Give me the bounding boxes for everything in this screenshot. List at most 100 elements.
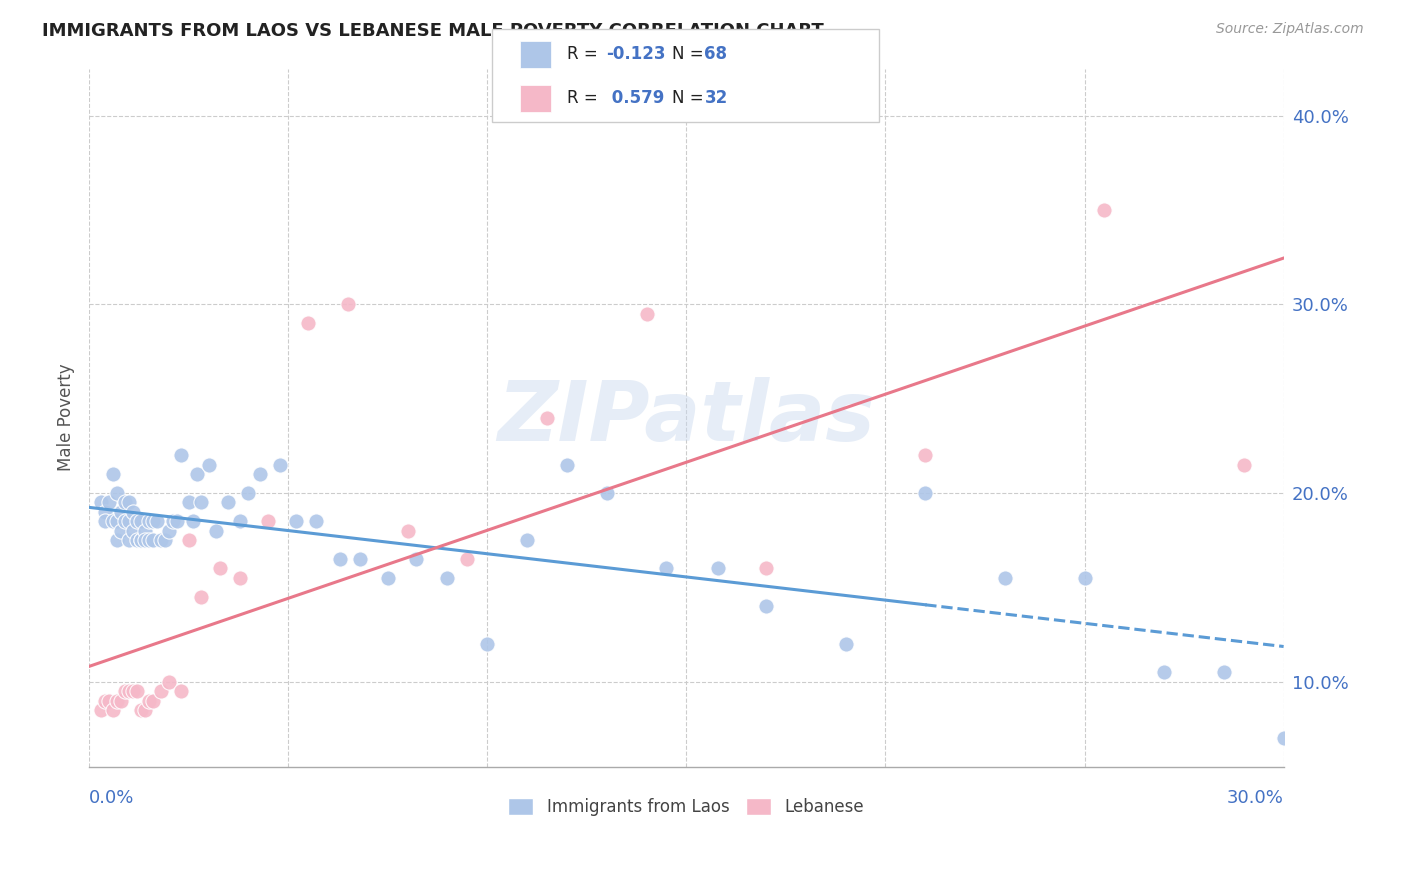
Point (1212, 665, 1234, 680)
Point (90, 495, 112, 509)
Point (396, 524, 419, 538)
Point (138, 514, 160, 528)
Point (269, 458, 291, 472)
Point (257, 514, 280, 528)
Point (305, 514, 328, 528)
Point (105, 514, 128, 528)
Point (217, 495, 239, 509)
Point (94, 505, 117, 519)
Point (555, 458, 578, 472)
Point (157, 524, 180, 538)
Point (181, 514, 204, 528)
Point (596, 486, 619, 500)
Point (377, 571, 399, 585)
Point (129, 514, 152, 528)
Text: Source: ZipAtlas.com: Source: ZipAtlas.com (1216, 22, 1364, 37)
Point (238, 486, 260, 500)
Point (129, 703, 152, 717)
Point (125, 533, 148, 548)
Point (177, 495, 200, 509)
Point (101, 467, 124, 482)
Point (105, 693, 128, 707)
Point (110, 505, 132, 519)
Point (122, 684, 145, 698)
Point (1272, 731, 1295, 746)
Point (118, 495, 141, 509)
Point (1233, 458, 1256, 472)
Text: 68: 68 (704, 45, 727, 63)
Point (125, 684, 148, 698)
Point (477, 637, 499, 651)
Point (229, 514, 252, 528)
Point (166, 514, 188, 528)
Point (134, 703, 156, 717)
Point (118, 533, 141, 548)
Point (169, 684, 191, 698)
Text: 32: 32 (704, 89, 728, 107)
Point (186, 467, 208, 482)
Point (98, 495, 121, 509)
Point (114, 495, 136, 509)
Point (122, 505, 145, 519)
Point (285, 514, 308, 528)
Text: R =: R = (567, 45, 603, 63)
Point (149, 684, 172, 698)
Legend: Immigrants from Laos, Lebanese: Immigrants from Laos, Lebanese (501, 789, 873, 824)
Point (105, 533, 128, 548)
Point (197, 458, 219, 472)
Point (149, 533, 172, 548)
Point (162, 514, 184, 528)
Point (138, 533, 160, 548)
Point (914, 448, 936, 462)
Point (94, 514, 117, 528)
Point (142, 514, 165, 528)
Point (118, 514, 141, 528)
Text: -0.123: -0.123 (606, 45, 665, 63)
Point (994, 571, 1017, 585)
Point (101, 703, 124, 717)
Point (755, 561, 778, 575)
Point (153, 533, 176, 548)
Point (834, 637, 856, 651)
Point (134, 533, 156, 548)
Point (110, 524, 132, 538)
Point (169, 448, 191, 462)
Point (134, 524, 156, 538)
Point (129, 533, 152, 548)
Point (436, 571, 458, 585)
Point (456, 552, 478, 566)
Point (98, 693, 121, 707)
Point (707, 561, 730, 575)
Point (114, 684, 136, 698)
Point (105, 486, 128, 500)
Point (125, 514, 148, 528)
Point (1153, 665, 1175, 680)
Point (110, 693, 132, 707)
Point (209, 561, 232, 575)
Point (101, 514, 124, 528)
Point (1094, 202, 1116, 217)
Point (536, 410, 558, 425)
Point (114, 514, 136, 528)
Point (229, 571, 252, 585)
Point (349, 552, 371, 566)
Point (655, 561, 678, 575)
Point (205, 524, 228, 538)
Text: ZIPatlas: ZIPatlas (498, 377, 876, 458)
Point (190, 590, 212, 604)
Point (129, 533, 152, 548)
Point (249, 467, 271, 482)
Point (177, 533, 200, 548)
Point (122, 524, 145, 538)
Text: 0.0%: 0.0% (89, 789, 135, 807)
Point (145, 514, 167, 528)
Text: 30.0%: 30.0% (1227, 789, 1284, 807)
Point (914, 486, 936, 500)
Point (142, 693, 165, 707)
Point (138, 693, 160, 707)
Point (118, 684, 141, 698)
Y-axis label: Male Poverty: Male Poverty (58, 364, 75, 471)
Point (297, 316, 319, 330)
Point (636, 307, 658, 321)
Text: R =: R = (567, 89, 603, 107)
